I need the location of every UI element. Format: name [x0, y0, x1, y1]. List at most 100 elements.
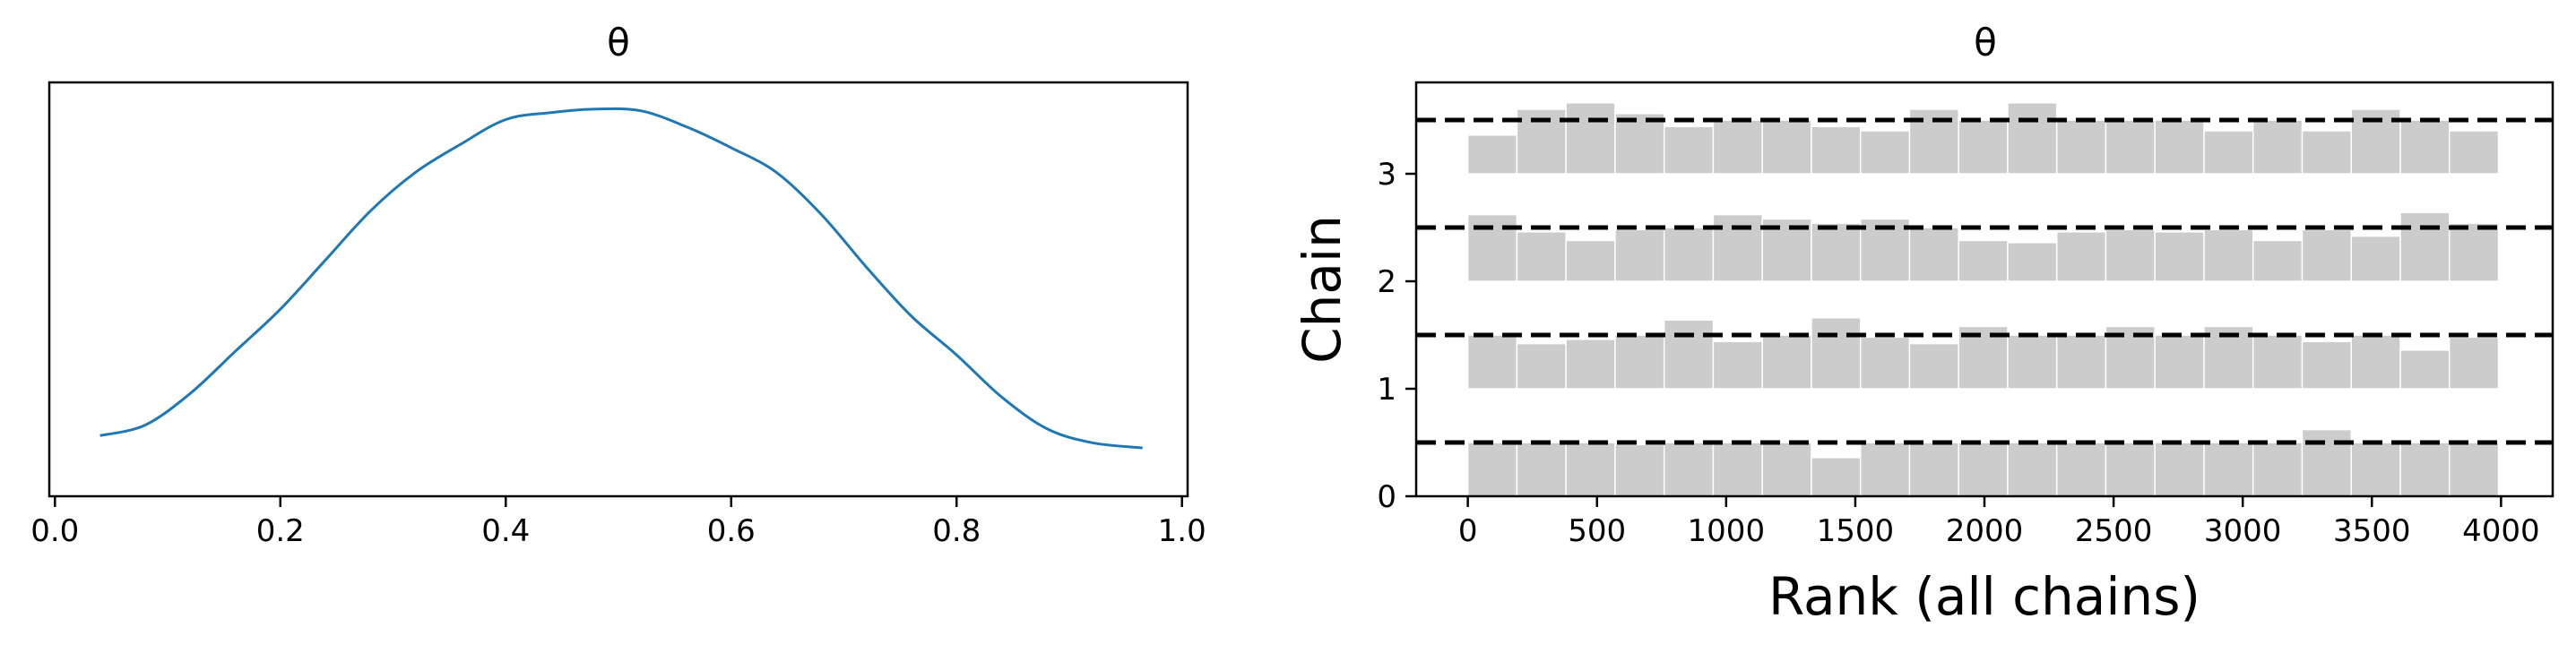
density-x-tick-label: 0.4 — [481, 513, 530, 549]
rank-bar-chain-0 — [1811, 457, 1862, 497]
rank-bar-chain-0 — [2252, 442, 2304, 497]
rank-bar-chain-1 — [1908, 342, 1959, 390]
rank-bar-chain-1 — [1859, 336, 1911, 390]
rank-bar-chain-1 — [2007, 334, 2058, 390]
rank-bar-chain-1 — [2399, 349, 2451, 390]
rank-bar-chain-1 — [2154, 334, 2205, 390]
rank-bar-chain-2 — [1466, 213, 1518, 282]
rank-bar-chain-1 — [1663, 319, 1715, 390]
rank-bar-chain-0 — [2055, 442, 2107, 497]
rank-bar-chain-3 — [2055, 119, 2107, 175]
density-plot-frame — [48, 81, 1189, 498]
rank-bar-chain-0 — [1516, 442, 1567, 497]
rank-y-axis-label: Chain — [1292, 215, 1353, 364]
rank-reference-lines — [1416, 117, 2553, 445]
rank-plot: θ 0 500 1000 1500 2000 2500 3000 3500 4000 0123 … — [1292, 21, 2554, 627]
density-plot-title: θ — [607, 21, 630, 64]
rank-bar-chain-2 — [2301, 228, 2353, 282]
rank-bar-chain-0 — [2154, 442, 2205, 497]
rank-bar-chain-3 — [1712, 119, 1763, 175]
rank-bar-chain-1 — [2055, 334, 2107, 390]
rank-y-axis: 0 1 2 3 — [1377, 157, 1416, 515]
rank-bar-chain-3 — [1466, 134, 1518, 175]
rank-bar-chain-1 — [1712, 340, 1763, 390]
rank-bar-chain-3 — [1663, 125, 1715, 175]
rank-bars — [1466, 102, 2500, 497]
density-x-axis: 0.0 0.2 0.4 0.6 0.8 1.0 — [30, 496, 1206, 549]
rank-bar-chain-3 — [1565, 102, 1616, 175]
rank-bar-chain-2 — [1614, 228, 1665, 282]
rank-bar-chain-1 — [1614, 334, 1665, 390]
density-plot: θ 0.0 0.2 0.4 0.6 0.8 1.0 — [30, 21, 1206, 549]
rank-bar-chain-3 — [1761, 119, 1812, 175]
rank-bar-chain-0 — [1565, 442, 1616, 497]
rank-bar-chain-3 — [1958, 119, 2009, 175]
density-x-tick-label: 0.6 — [707, 513, 756, 549]
rank-bar-chain-0 — [2350, 442, 2401, 497]
rank-bar-chain-2 — [2154, 231, 2205, 282]
rank-bar-chain-0 — [2105, 442, 2156, 497]
rank-bar-chain-1 — [1516, 342, 1567, 390]
rank-bar-chain-0 — [1663, 442, 1715, 497]
rank-bar-chain-0 — [1859, 442, 1911, 497]
rank-x-tick-label: 3500 — [2333, 513, 2411, 549]
rank-x-tick-label: 2000 — [1946, 513, 2024, 549]
rank-bar-chain-1 — [1565, 339, 1616, 390]
density-x-tick-label: 1.0 — [1158, 513, 1206, 549]
rank-bar-chain-0 — [1958, 442, 2009, 497]
rank-x-axis-label: Rank (all chains) — [1768, 566, 2200, 627]
rank-plot-frame — [1414, 81, 2554, 498]
rank-bar-chain-1 — [2301, 340, 2353, 390]
rank-bar-chain-2 — [2252, 239, 2304, 282]
rank-bar-chain-0 — [1614, 443, 1665, 497]
rank-bar-chain-0 — [2203, 442, 2254, 497]
rank-bar-chain-3 — [2252, 119, 2304, 175]
rank-bar-chain-3 — [2301, 130, 2353, 175]
rank-bar-chain-3 — [2399, 119, 2451, 175]
rank-x-tick-label: 0 — [1458, 513, 1478, 549]
rank-bar-chain-1 — [1811, 317, 1862, 390]
rank-x-tick-label: 1500 — [1817, 513, 1895, 549]
rank-bar-chain-3 — [2154, 119, 2205, 175]
rank-y-tick-label: 1 — [1377, 372, 1396, 408]
density-plot-area — [99, 107, 1143, 450]
rank-bar-chain-1 — [1761, 334, 1812, 390]
rank-bar-chain-2 — [2448, 222, 2500, 282]
rank-bar-chain-1 — [2350, 334, 2401, 390]
rank-y-tick-label: 3 — [1377, 157, 1396, 193]
rank-bar-chain-2 — [1663, 227, 1715, 282]
rank-bar-chain-2 — [1908, 227, 1959, 282]
rank-bar-chain-0 — [1761, 442, 1812, 497]
density-x-tick-label: 0.2 — [256, 513, 305, 549]
rank-x-tick-label: 3000 — [2204, 513, 2282, 549]
rank-bar-chain-3 — [2007, 102, 2058, 175]
rank-x-tick-label: 1000 — [1688, 513, 1766, 549]
rank-bar-chain-0 — [1908, 442, 1959, 497]
density-line-0 — [99, 107, 1143, 450]
rank-x-axis: 0 500 1000 1500 2000 2500 3000 3500 4000 — [1458, 496, 2540, 549]
rank-bar-chain-1 — [2448, 336, 2500, 390]
density-x-tick-label: 0.0 — [30, 513, 79, 549]
rank-x-tick-label: 4000 — [2462, 513, 2540, 549]
rank-bar-chain-3 — [2203, 130, 2254, 175]
rank-y-tick-label: 0 — [1377, 479, 1396, 515]
rank-bar-chain-2 — [1565, 239, 1616, 282]
rank-plot-title: θ — [1974, 21, 1997, 64]
rank-bar-chain-1 — [1466, 334, 1518, 390]
rank-bar-chain-3 — [1811, 125, 1862, 175]
rank-bar-chain-2 — [2007, 242, 2058, 282]
rank-bar-chain-2 — [1958, 239, 2009, 282]
rank-bar-chain-2 — [1811, 222, 1862, 282]
rank-y-tick-label: 2 — [1377, 264, 1396, 300]
rank-bar-chain-2 — [2203, 228, 2254, 282]
rank-bar-chain-3 — [1859, 130, 1911, 175]
rank-bar-chain-0 — [1466, 442, 1518, 497]
rank-bar-chain-0 — [2301, 428, 2353, 497]
rank-bar-chain-0 — [2007, 442, 2058, 497]
rank-bar-chain-1 — [2252, 334, 2304, 390]
rank-bar-chain-2 — [1516, 231, 1567, 282]
rank-bar-chain-0 — [2399, 442, 2451, 497]
rank-x-tick-label: 2500 — [2075, 513, 2153, 549]
rank-bar-chain-2 — [2399, 211, 2451, 282]
